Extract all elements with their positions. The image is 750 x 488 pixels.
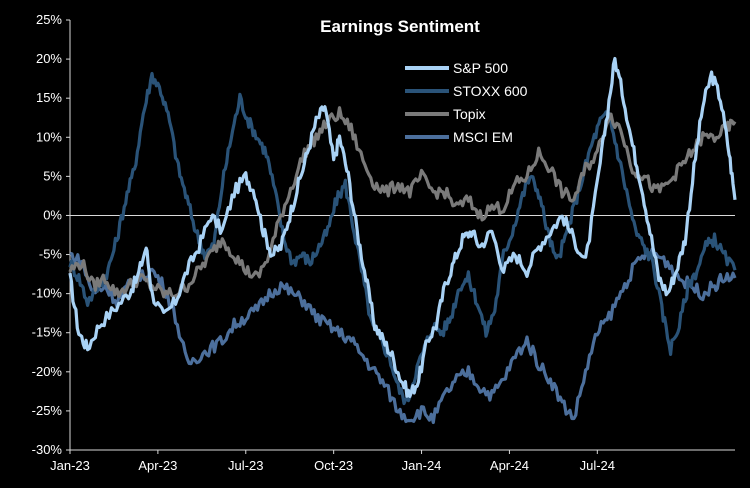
x-tick-label: Jan-23 bbox=[50, 458, 90, 473]
x-tick-label: Apr-23 bbox=[138, 458, 177, 473]
x-tick-label: Jul-24 bbox=[580, 458, 615, 473]
y-tick-label: 20% bbox=[36, 51, 62, 66]
x-tick-label: Jan-24 bbox=[402, 458, 442, 473]
y-tick-label: -20% bbox=[32, 364, 63, 379]
y-axis-ticks: 25% 20% 15% 10% 5% 0% -5% -10% -15% -20% -25% -30% bbox=[32, 12, 70, 457]
y-tick-label: 25% bbox=[36, 12, 62, 27]
x-tick-label: Oct-23 bbox=[314, 458, 353, 473]
legend: S&P 500 STOXX 600 Topix MSCI EM bbox=[405, 60, 528, 145]
y-tick-label: 5% bbox=[43, 168, 62, 183]
y-tick-label: 0% bbox=[43, 207, 62, 222]
y-tick-label: 10% bbox=[36, 129, 62, 144]
chart-title: Earnings Sentiment bbox=[320, 17, 480, 36]
series-line-1 bbox=[68, 71, 737, 406]
y-tick-label: -15% bbox=[32, 325, 63, 340]
y-tick-label: -5% bbox=[39, 247, 63, 262]
x-axis-ticks: Jan-23 Apr-23 Jul-23 Oct-23 Jan-24 Apr-24 Jul-… bbox=[50, 450, 615, 473]
series-line-0 bbox=[68, 56, 737, 398]
y-tick-label: 15% bbox=[36, 90, 62, 105]
x-tick-label: Apr-24 bbox=[490, 458, 529, 473]
y-tick-label: -10% bbox=[32, 286, 63, 301]
legend-label: MSCI EM bbox=[453, 129, 513, 145]
y-tick-label: -25% bbox=[32, 403, 63, 418]
y-tick-label: -30% bbox=[32, 442, 63, 457]
series-lines bbox=[68, 56, 737, 425]
legend-label: STOXX 600 bbox=[453, 83, 528, 99]
x-tick-label: Jul-23 bbox=[228, 458, 263, 473]
legend-label: Topix bbox=[453, 106, 486, 122]
legend-label: S&P 500 bbox=[453, 60, 508, 76]
series-line-3 bbox=[69, 247, 737, 425]
